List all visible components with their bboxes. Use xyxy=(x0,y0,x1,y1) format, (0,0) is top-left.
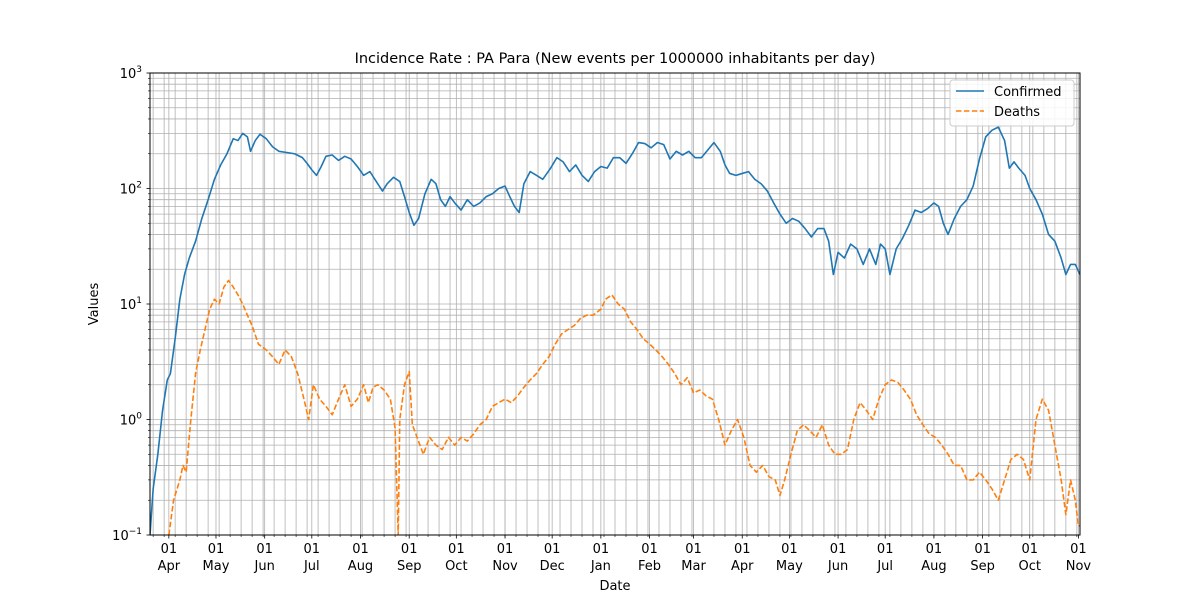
y-tick-label: 102 xyxy=(120,181,142,198)
x-tick-month-label: May xyxy=(776,559,803,574)
y-tick-label: 101 xyxy=(120,296,142,313)
x-axis: 01 Apr 01 May 01 Jun 01 Jul 01 Aug 01 Sep 01 Oct 01 Nov… xyxy=(152,535,1092,574)
x-tick-day-label: 01 xyxy=(544,542,561,557)
x-tick-month-label: Aug xyxy=(348,559,373,574)
x-tick-month-label: Oct xyxy=(1018,559,1040,574)
y-axis: 10−1 100 101 102 103 xyxy=(112,65,150,544)
series-line-confirmed xyxy=(150,126,1080,535)
x-tick-day-label: 01 xyxy=(1021,542,1038,557)
x-tick-month-label: Feb xyxy=(638,559,661,574)
plot-area xyxy=(150,126,1080,535)
x-tick-month-label: Mar xyxy=(681,559,706,574)
x-tick-month-label: Apr xyxy=(158,559,181,574)
y-tick-label: 100 xyxy=(120,412,143,429)
x-tick-day-label: 01 xyxy=(497,542,514,557)
x-tick-month-label: Nov xyxy=(492,559,518,574)
x-tick-day-label: 01 xyxy=(734,542,751,557)
x-tick-day-label: 01 xyxy=(685,542,702,557)
x-tick-day-label: 01 xyxy=(401,542,418,557)
chart-title: Incidence Rate : PA Para (New events per… xyxy=(355,51,876,67)
x-tick-day-label: 01 xyxy=(926,542,943,557)
series-group xyxy=(150,126,1080,535)
x-tick-month-label: Dec xyxy=(540,559,565,574)
x-tick-day-label: 01 xyxy=(448,542,465,557)
x-tick-day-label: 01 xyxy=(781,542,798,557)
x-tick-month-label: Jul xyxy=(876,559,893,574)
x-tick-month-label: Sep xyxy=(970,559,995,574)
legend-label-confirmed: Confirmed xyxy=(994,85,1062,100)
x-tick-day-label: 01 xyxy=(208,542,225,557)
x-axis-label: Date xyxy=(599,579,630,594)
x-tick-day-label: 01 xyxy=(304,542,321,557)
x-tick-day-label: 01 xyxy=(974,542,991,557)
x-tick-month-label: Apr xyxy=(731,559,754,574)
x-tick-day-label: 01 xyxy=(593,542,610,557)
x-tick-month-label: Jun xyxy=(827,559,848,574)
x-tick-month-label: Jan xyxy=(590,559,611,574)
x-tick-month-label: Oct xyxy=(445,559,467,574)
x-tick-day-label: 01 xyxy=(877,542,894,557)
x-tick-month-label: Jun xyxy=(254,559,275,574)
x-tick-day-label: 01 xyxy=(161,542,178,557)
legend: Confirmed Deaths xyxy=(949,79,1075,127)
y-tick-label: 10−1 xyxy=(112,527,142,544)
x-tick-month-label: Nov xyxy=(1066,559,1092,574)
x-tick-day-label: 01 xyxy=(641,542,658,557)
y-axis-label: Values xyxy=(87,283,102,326)
x-tick-month-label: Jul xyxy=(303,559,320,574)
x-tick-month-label: May xyxy=(203,559,230,574)
y-tick-label: 103 xyxy=(120,65,142,82)
x-tick-month-label: Sep xyxy=(397,559,422,574)
x-tick-day-label: 01 xyxy=(256,542,273,557)
x-tick-day-label: 01 xyxy=(352,542,369,557)
x-tick-day-label: 01 xyxy=(1070,542,1087,557)
x-tick-month-label: Aug xyxy=(921,559,946,574)
x-tick-day-label: 01 xyxy=(830,542,847,557)
legend-label-deaths: Deaths xyxy=(994,105,1040,120)
